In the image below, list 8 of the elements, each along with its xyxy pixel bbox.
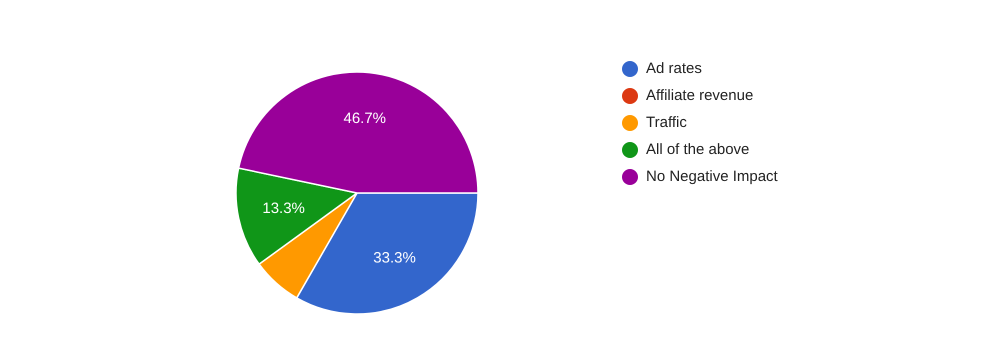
data-label: 46.7% [343, 110, 386, 127]
legend-label: Affiliate revenue [646, 87, 754, 104]
legend-label: All of the above [646, 141, 750, 158]
data-label: 33.3% [373, 249, 416, 266]
legend-label: Ad rates [646, 60, 702, 77]
legend-label: No Negative Impact [646, 168, 778, 185]
legend-label: Traffic [646, 114, 687, 131]
data-label: 13.3% [262, 200, 305, 218]
